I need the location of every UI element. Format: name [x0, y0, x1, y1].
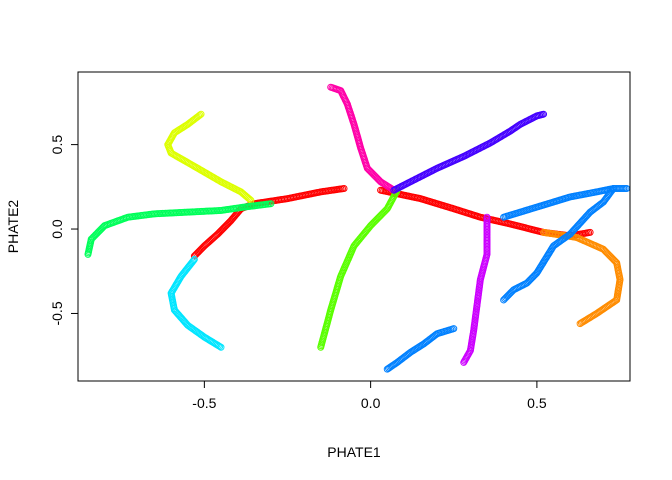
data-point: [501, 295, 509, 303]
y-tick-label: -0.5: [49, 301, 65, 325]
series-8: [460, 213, 491, 366]
data-point: [586, 228, 594, 236]
data-point: [576, 320, 584, 328]
data-point: [385, 364, 392, 372]
x-axis-title: PHATE1: [327, 444, 381, 460]
data-point: [502, 294, 510, 302]
data-point: [217, 343, 225, 351]
series-4: [167, 255, 225, 351]
points-layer: [84, 83, 631, 373]
series-2: [164, 110, 255, 204]
series-6: [327, 83, 398, 194]
data-point: [245, 194, 253, 202]
x-tick-label: -0.5: [192, 395, 216, 411]
y-tick-label: 0.5: [49, 135, 65, 155]
plot-frame: [77, 71, 631, 382]
series-0: [190, 185, 594, 260]
data-point: [216, 342, 224, 350]
series-9: [383, 185, 631, 373]
data-point: [460, 358, 468, 366]
x-axis: -0.5 0.0 0.5: [192, 381, 547, 411]
x-tick-label: 0.0: [361, 395, 381, 411]
data-point: [540, 110, 548, 118]
x-tick-label: 0.5: [527, 395, 547, 411]
y-tick-label: 0.0: [49, 219, 65, 239]
data-point: [317, 343, 325, 351]
y-axis: -0.5 0.0 0.5: [49, 135, 78, 326]
series-7: [390, 110, 548, 194]
data-point: [577, 319, 585, 327]
series-5: [317, 186, 401, 351]
y-axis-title: PHATE2: [5, 200, 21, 254]
data-point: [267, 200, 275, 208]
series-3: [84, 200, 275, 258]
data-point: [500, 296, 508, 304]
data-point: [383, 365, 391, 373]
data-point: [246, 195, 254, 203]
